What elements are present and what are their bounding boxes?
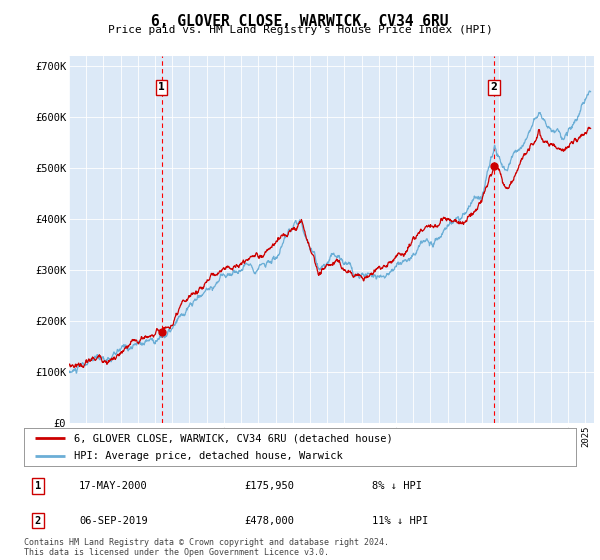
- Text: £478,000: £478,000: [245, 516, 295, 525]
- Text: 2: 2: [35, 516, 41, 525]
- Text: 2: 2: [490, 82, 497, 92]
- Text: 1: 1: [35, 482, 41, 491]
- Text: 8% ↓ HPI: 8% ↓ HPI: [372, 482, 422, 491]
- Text: HPI: Average price, detached house, Warwick: HPI: Average price, detached house, Warw…: [74, 451, 343, 461]
- Text: 11% ↓ HPI: 11% ↓ HPI: [372, 516, 428, 525]
- Text: 1: 1: [158, 82, 165, 92]
- Text: £175,950: £175,950: [245, 482, 295, 491]
- Text: Price paid vs. HM Land Registry's House Price Index (HPI): Price paid vs. HM Land Registry's House …: [107, 25, 493, 35]
- Text: 6, GLOVER CLOSE, WARWICK, CV34 6RU (detached house): 6, GLOVER CLOSE, WARWICK, CV34 6RU (deta…: [74, 433, 392, 443]
- Text: 17-MAY-2000: 17-MAY-2000: [79, 482, 148, 491]
- Text: Contains HM Land Registry data © Crown copyright and database right 2024.
This d: Contains HM Land Registry data © Crown c…: [24, 538, 389, 557]
- Text: 6, GLOVER CLOSE, WARWICK, CV34 6RU: 6, GLOVER CLOSE, WARWICK, CV34 6RU: [151, 14, 449, 29]
- Text: 06-SEP-2019: 06-SEP-2019: [79, 516, 148, 525]
